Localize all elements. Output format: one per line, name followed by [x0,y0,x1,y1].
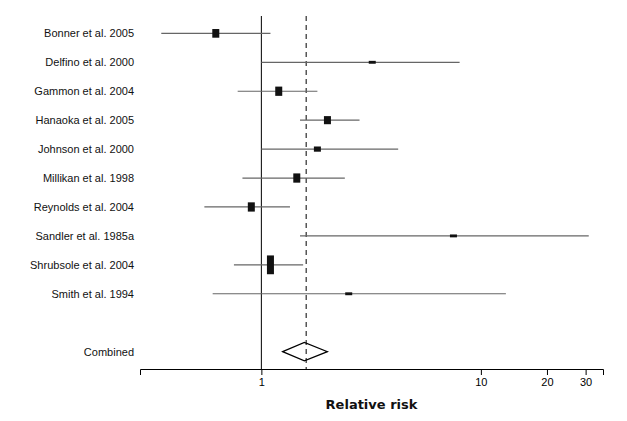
ci-line [204,206,290,207]
ci-line [261,62,459,63]
y-tick: Reynolds et al. 2004 [34,201,134,213]
x-tick: 1 [259,369,265,388]
y-tick-label: Combined [84,346,134,358]
x-tick-mark [481,369,482,375]
y-tick: Bonner et al. 2005 [44,27,134,39]
y-tick: Millikan et al. 1998 [43,172,134,184]
ci-line [261,148,398,149]
x-tick-label: 20 [541,376,553,388]
x-tick-label: 1 [259,376,265,388]
x-tick-mark [586,369,587,375]
y-tick-label: Gammon et al. 2004 [34,85,134,97]
x-tick-label: 10 [475,376,487,388]
study-box [314,146,321,151]
y-tick: Gammon et al. 2004 [34,85,134,97]
y-tick: Hanaoka et al. 2005 [36,114,134,126]
x-axis-line [141,370,604,376]
reference-line [261,16,262,369]
chart: 1 10 20 30 Bonner et al. 2005 Delfino et al. … [0,0,627,421]
study-box [275,87,282,96]
x-tick: 30 [580,369,592,388]
y-tick-label: Hanaoka et al. 2005 [36,114,134,126]
y-tick: Johnson et al. 2000 [38,143,134,155]
y-tick-label: Sandler et al. 1985a [36,230,135,242]
plot-area: 1 10 20 30 Bonner et al. 2005 Delfino et al. … [30,16,603,388]
y-tick-label: Bonner et al. 2005 [44,27,134,39]
x-tick: 20 [541,369,553,388]
study-box [293,173,300,182]
ci-line [300,235,589,236]
y-tick-label: Reynolds et al. 2004 [34,201,134,213]
y-tick: Sandler et al. 1985a [36,230,135,242]
x-axis: 1 10 20 30 [141,369,604,388]
marks [161,16,588,369]
x-tick-mark [547,369,548,375]
x-axis-title: Relative risk [326,397,418,412]
y-tick-label: Johnson et al. 2000 [38,143,134,155]
y-tick-label: Shrubsole et al. 2004 [30,259,134,271]
x-tick-mark [261,369,262,375]
study-box [345,292,352,295]
y-tick: Combined [84,346,134,358]
y-tick: Delfino et al. 2000 [45,56,134,68]
x-tick: 10 [475,369,487,388]
study-box [267,255,274,274]
y-axis: Bonner et al. 2005 Delfino et al. 2000 Gam… [30,27,135,357]
x-tick-label: 30 [580,376,592,388]
y-tick-label: Smith et al. 1994 [51,288,134,300]
study-box [450,234,457,237]
study-box [212,29,219,38]
y-tick-label: Delfino et al. 2000 [45,56,134,68]
study-box [369,61,376,64]
reference-line [306,16,307,369]
y-tick: Shrubsole et al. 2004 [30,259,134,271]
y-tick-label: Millikan et al. 1998 [43,172,134,184]
study-box [324,116,331,124]
y-tick: Smith et al. 1994 [51,288,134,300]
ci-line [213,293,506,294]
summary-diamond [283,342,328,361]
study-box [248,202,255,211]
